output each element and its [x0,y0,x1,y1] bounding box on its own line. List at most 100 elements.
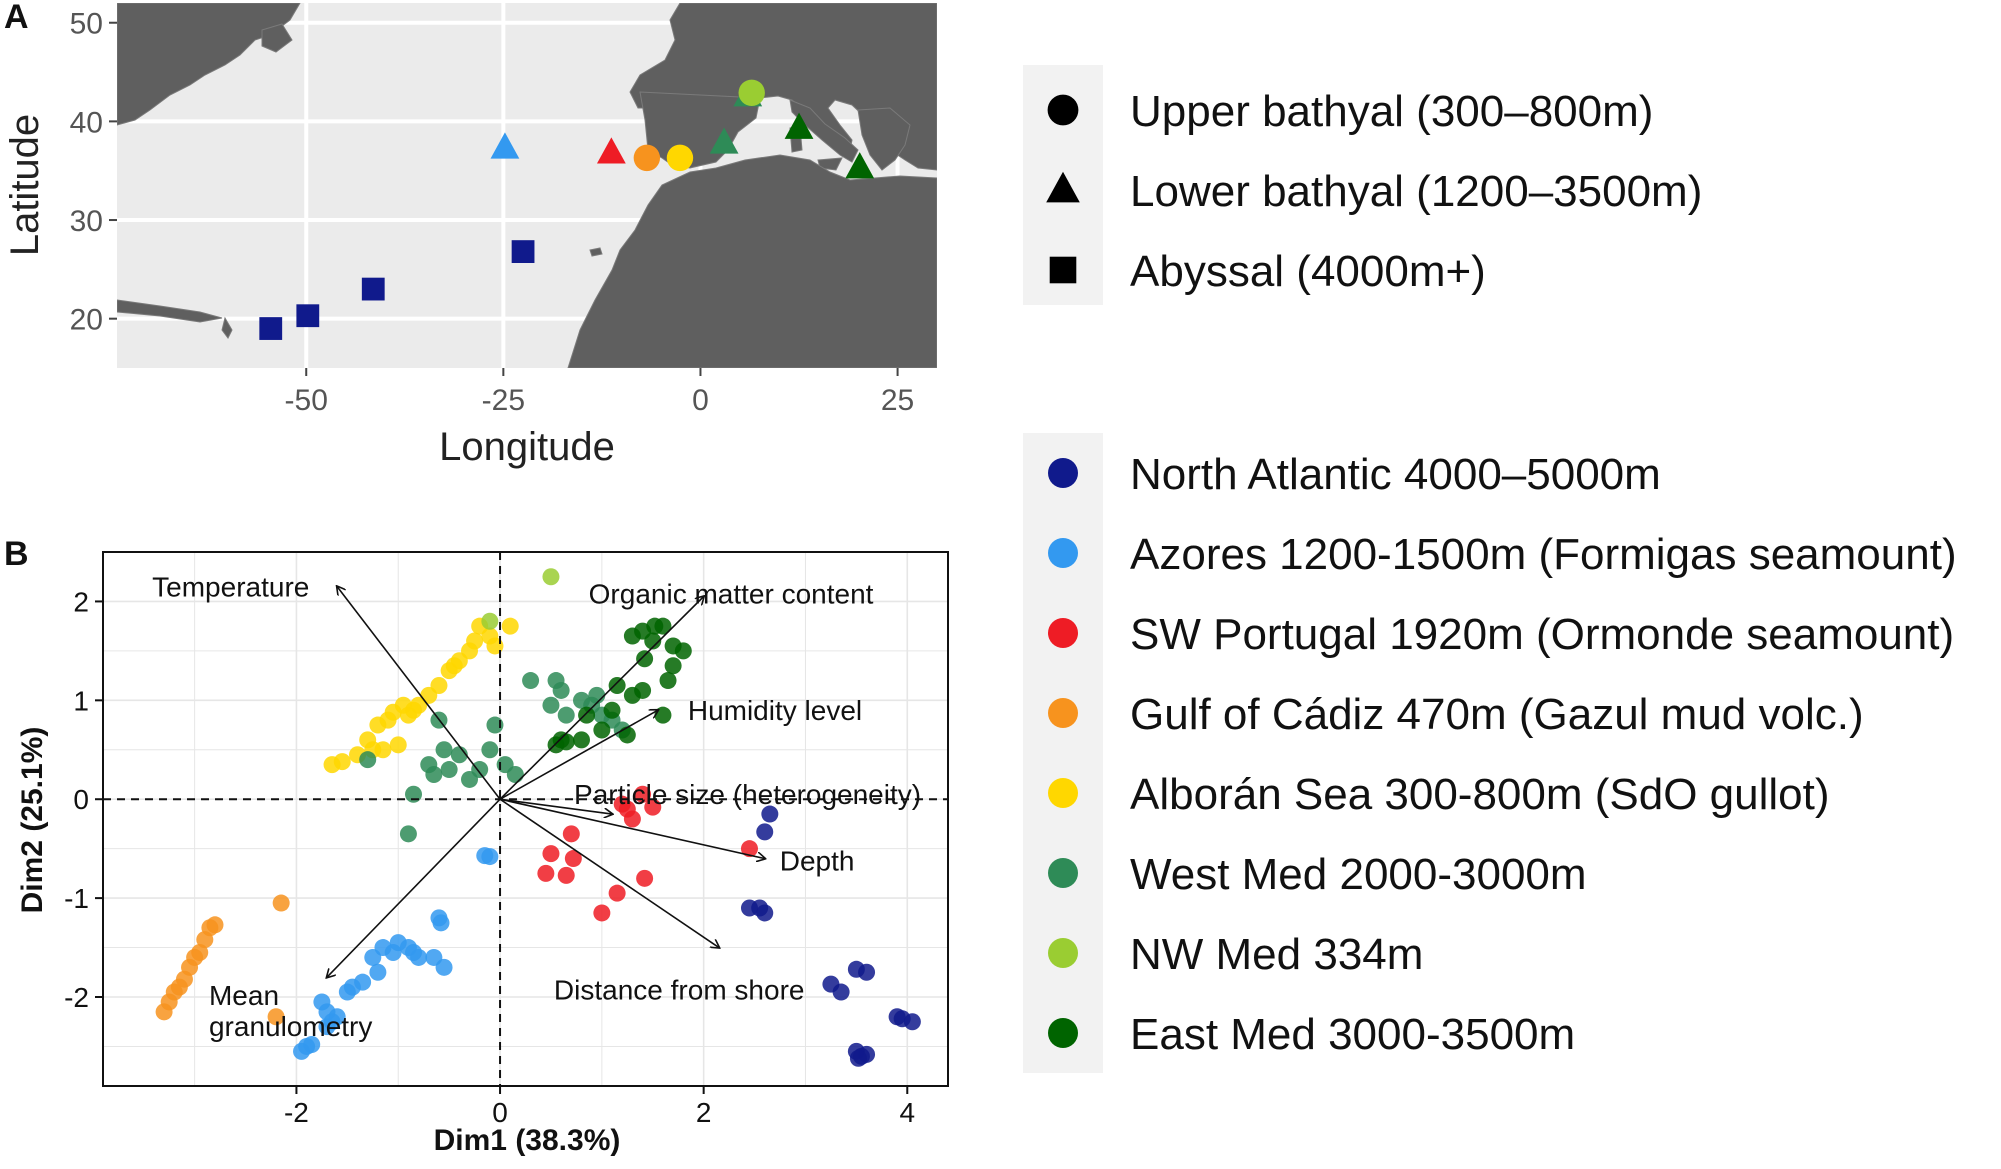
pca-axis-ticks: -2 0 2 4 -2 -1 0 1 2 [64,586,915,1128]
pca-point-nwm [481,612,499,630]
map-y-tick-label: 40 [70,106,103,139]
legend-depth-label: Abyssal (4000m+) [1130,247,1486,296]
map-site-gc [633,144,661,172]
pca-plot-border [102,551,949,1087]
pca-points [155,568,921,1067]
legend-region-key-swp [1048,618,1078,648]
land-caribbean [117,299,223,323]
map-site-em [845,152,875,179]
legend-region-key-gc [1048,698,1078,728]
map-site-na [296,304,320,328]
pca-point-wm [399,825,417,843]
pca-point-gc [272,894,290,912]
pca-y-tick-label: -2 [64,982,89,1013]
pca-point-swp [608,884,626,902]
pca-panel: Temperature Organic matter content Humidit… [16,551,949,1157]
land-lesser-antilles [221,316,233,339]
pca-point-az [374,939,392,957]
pca-point-swp [557,866,575,884]
pca-point-wm [471,761,489,779]
pca-point-swp [623,810,641,828]
panel-a-label: A [4,0,29,36]
pca-point-em [608,677,626,694]
pca-y-tick-label: -1 [64,883,89,914]
pca-vector-arrow [499,798,719,947]
land-africa [567,154,937,368]
pca-vector-label: Temperature [152,572,309,603]
legend-region-label: North Atlantic 4000–5000m [1130,450,1661,499]
map-site-na [361,277,385,301]
map-axis-ticks: -50 -25 0 25 20 30 40 50 [70,8,915,417]
legend-depth-key-triangle [1046,171,1080,203]
pca-point-swp [564,850,582,868]
pca-point-as [389,736,407,754]
pca-point-swp [636,869,654,887]
pca-point-na [858,963,876,981]
pca-point-wm [435,741,453,759]
pca-vector-label: Depth [780,846,855,877]
pca-point-wm [557,706,575,724]
pca-point-as [501,617,519,635]
pca-x-tick-label: 4 [899,1097,915,1128]
map-panel: -50 -25 0 25 20 30 40 50 Longitude Latitude [3,3,937,469]
pca-point-em [664,657,682,675]
legend-region-label: NW Med 334m [1130,930,1423,979]
pca-point-na [849,1049,867,1067]
pca-point-em [674,642,692,660]
pca-vector-arrow [327,798,501,977]
pca-point-em [646,617,664,635]
pca-point-wm [522,672,540,690]
pca-point-as [369,716,387,734]
pca-point-wm [506,766,524,783]
pca-point-wm [588,686,606,704]
legend-depth-label: Lower bathyal (1200–3500m) [1130,167,1702,216]
pca-point-az [354,973,372,991]
legend-depth-key-square [1049,256,1077,284]
map-x-axis-label: Longitude [439,425,615,469]
legend-region-key-as [1048,778,1078,808]
map-site-na [259,317,283,340]
pca-point-em [578,706,596,724]
pca-vector-label: Distance from shore [554,975,805,1006]
pca-point-gc [155,1003,173,1021]
pca-point-na [740,899,758,917]
pca-vector-label: Particle size (heterogeneity) [574,779,921,810]
pca-point-swp [593,904,611,922]
pca-y-tick-label: 2 [73,586,89,617]
map-site-em [784,112,814,139]
map-y-axis-label: Latitude [3,114,47,256]
pca-point-wm [542,696,560,714]
pca-point-em [644,632,662,650]
pca-point-gc [165,983,183,1001]
pca-vector-label: Mean granulometry [209,980,372,1042]
legend-region-label: West Med 2000-3000m [1130,850,1587,899]
legend-region-key-em [1048,1018,1078,1048]
pca-point-az [435,958,453,976]
pca-point-az [432,914,450,932]
pca-point-swp [644,798,662,816]
land-masses [117,3,937,368]
legend-depth: Upper bathyal (300–800m) Lower bathyal (1… [1023,65,1702,305]
pca-reference-lines [103,552,948,1086]
map-site-na [511,240,535,263]
legend-region-key-na [1048,458,1078,488]
pca-x-axis-label: Dim1 (38.3%) [434,1124,621,1157]
legend-depth-label: Upper bathyal (300–800m) [1130,87,1653,136]
panel-b-label: B [4,535,29,573]
pca-point-swp [562,825,580,843]
pca-point-wm [420,756,438,774]
pca-point-az [410,948,428,966]
pca-point-wm [405,785,423,803]
map-sampling-sites [259,79,875,340]
map-site-as [666,144,694,172]
map-x-tick-label: -50 [285,384,328,417]
map-site-az [490,132,520,159]
map-x-tick-label: -25 [482,384,525,417]
pca-point-na [761,805,779,823]
legend-region-key-background [1023,433,1103,1073]
pca-point-na [756,904,774,922]
pca-point-swp [537,864,555,882]
pca-x-tick-label: 2 [696,1097,712,1128]
pca-y-axis-label: Dim2 (25.1%) [16,727,49,914]
pca-x-tick-label: 0 [492,1097,508,1128]
